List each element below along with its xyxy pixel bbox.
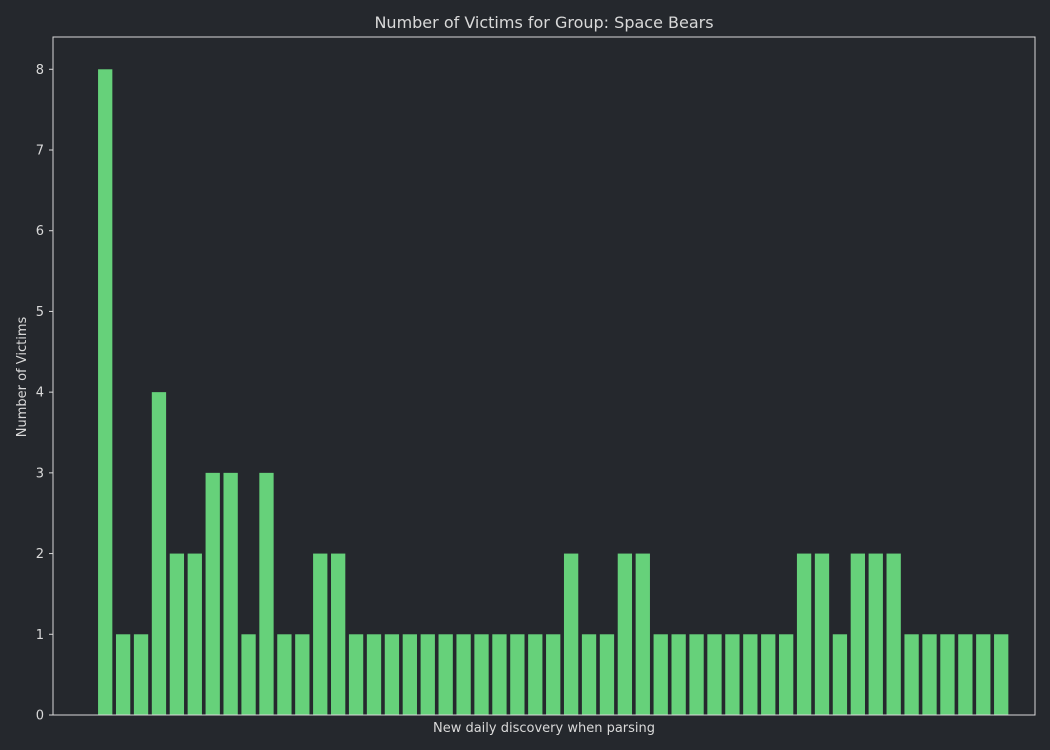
bars	[98, 69, 1009, 716]
bar	[438, 634, 453, 715]
bar	[796, 553, 812, 715]
bar	[492, 634, 507, 715]
bar	[563, 553, 579, 715]
bar	[904, 634, 919, 715]
bar	[241, 634, 256, 715]
bar	[976, 634, 991, 715]
bar	[743, 634, 758, 715]
bar	[922, 634, 937, 715]
bar	[779, 634, 794, 715]
y-tick-label: 0	[36, 709, 44, 724]
bar	[546, 634, 561, 715]
bar	[707, 634, 722, 715]
bar	[725, 634, 740, 715]
y-tick-label: 5	[36, 305, 44, 320]
y-tick-label: 3	[36, 466, 44, 481]
bar	[635, 553, 650, 715]
bar	[599, 634, 615, 715]
bar	[420, 634, 435, 715]
y-tick-label: 8	[36, 63, 44, 78]
x-axis-label: New daily discovery when parsing	[433, 721, 655, 736]
bar	[832, 634, 848, 715]
bar	[994, 634, 1009, 715]
bar	[205, 472, 220, 715]
plot-area-frame	[52, 36, 1036, 716]
bar	[259, 472, 274, 715]
y-tick-label: 2	[36, 547, 44, 562]
bar	[98, 69, 113, 716]
y-tick-label: 4	[36, 386, 44, 401]
bar	[581, 634, 597, 715]
bar	[223, 472, 238, 715]
bar	[331, 553, 346, 715]
bar	[151, 392, 167, 715]
bar	[366, 634, 382, 715]
bar	[886, 553, 901, 715]
bar	[348, 634, 364, 715]
bar	[814, 553, 830, 715]
chart-title: Number of Victims for Group: Space Bears	[374, 13, 713, 32]
bar	[133, 634, 149, 715]
bar	[384, 634, 400, 715]
bar	[850, 553, 865, 715]
bar	[689, 634, 704, 715]
bar	[617, 553, 633, 715]
y-tick-label: 6	[36, 224, 44, 239]
bar	[653, 634, 668, 715]
y-tick-label: 7	[36, 144, 44, 159]
bar	[402, 634, 417, 715]
bar	[187, 553, 202, 715]
bar	[169, 553, 185, 715]
y-axis-ticks: 0 1 2 3 4 5 6 7 8	[36, 63, 53, 724]
bar	[456, 634, 471, 715]
bar	[940, 634, 955, 715]
bar	[868, 553, 883, 715]
bar	[671, 634, 686, 715]
bar	[295, 634, 310, 715]
bar	[277, 634, 292, 715]
bar	[115, 634, 131, 715]
bar	[528, 634, 543, 715]
y-tick-label: 1	[36, 628, 44, 643]
bar	[474, 634, 489, 715]
y-axis-label: Number of Victims	[15, 317, 30, 438]
bar	[761, 634, 776, 715]
bar	[958, 634, 973, 715]
bar	[313, 553, 328, 715]
bar	[510, 634, 525, 715]
